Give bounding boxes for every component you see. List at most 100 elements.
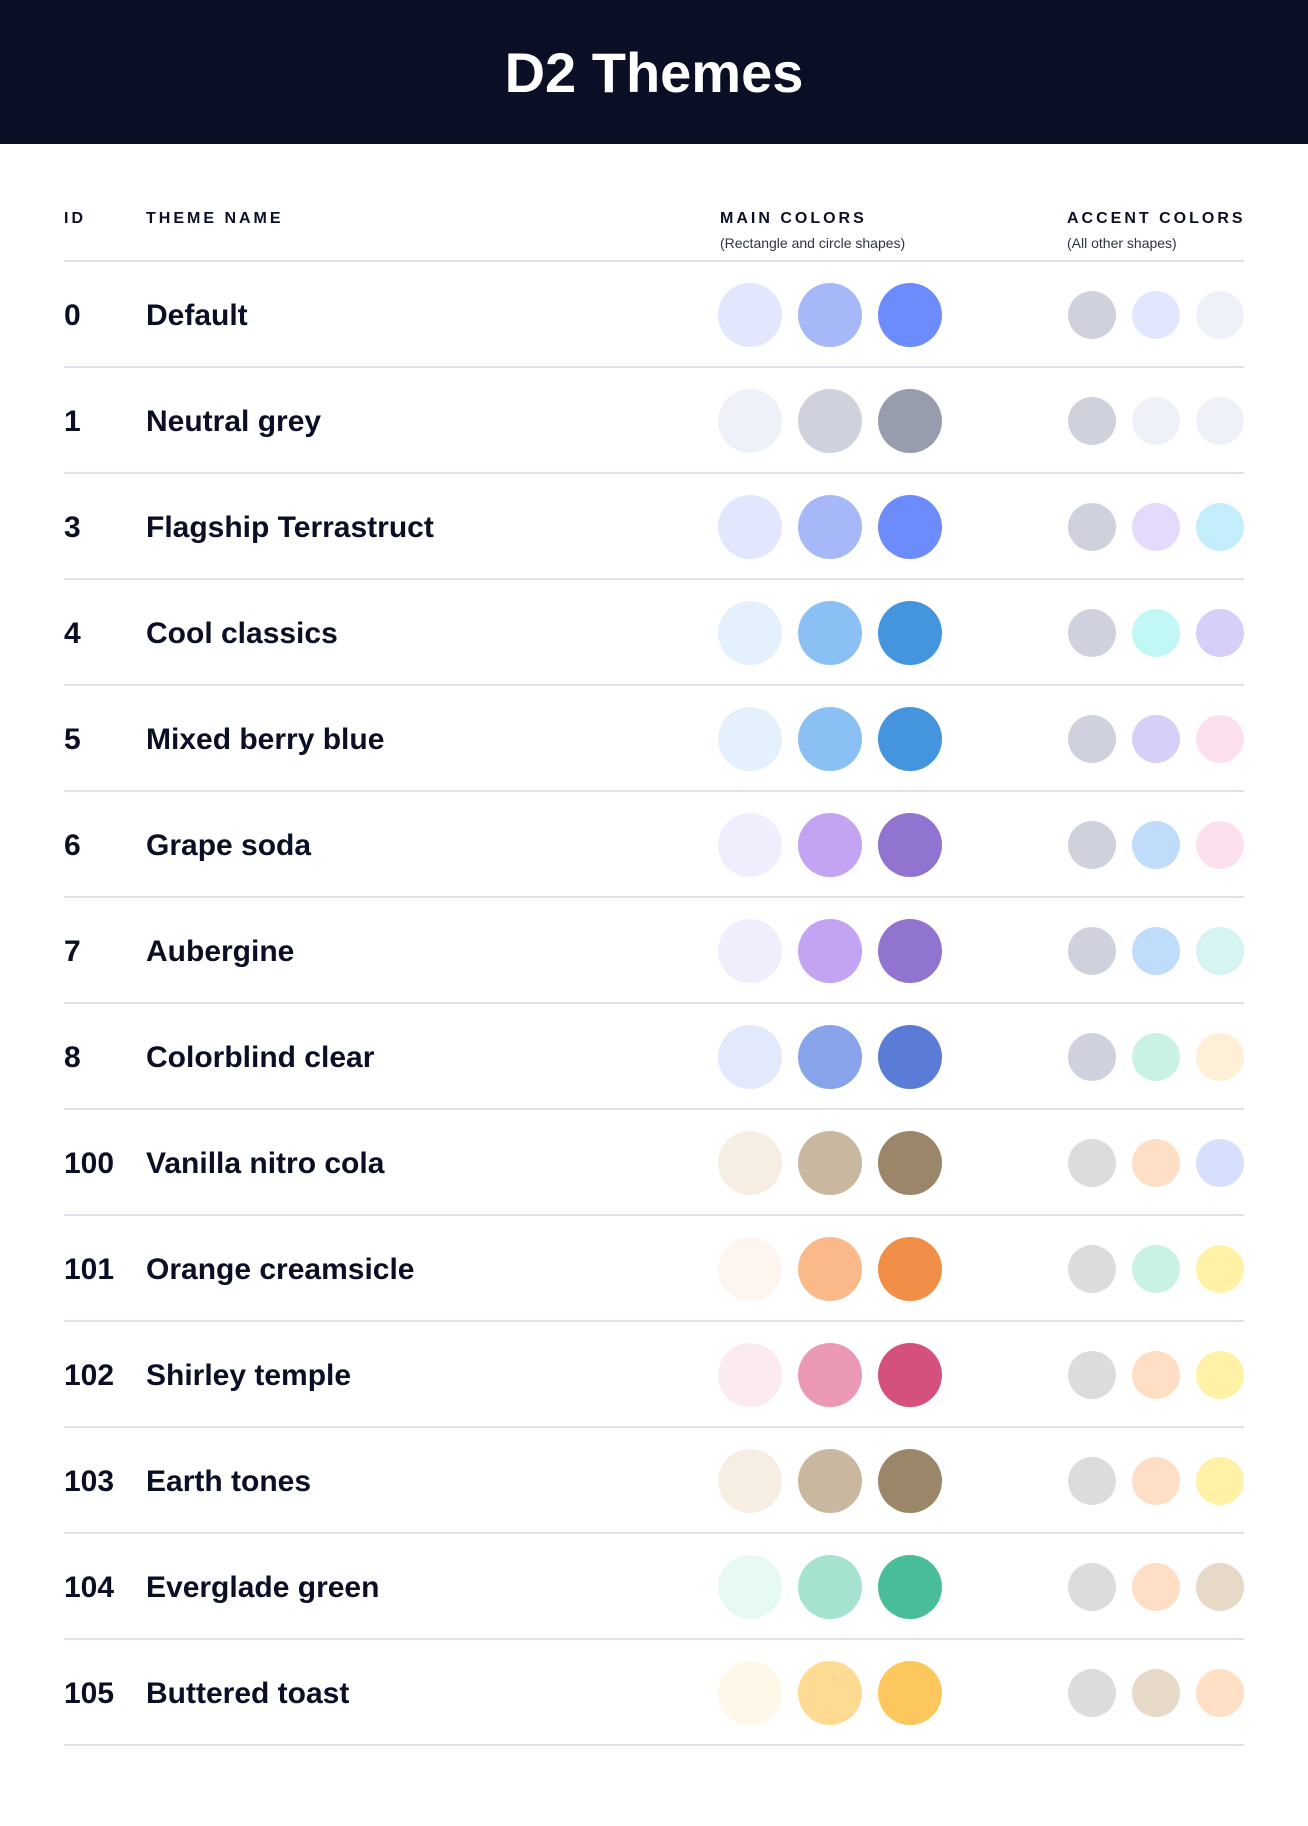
main-color-swatch: [878, 495, 942, 559]
theme-name: Default: [146, 299, 248, 332]
accent-color-swatch: [1196, 397, 1244, 445]
theme-name: Neutral grey: [146, 405, 322, 438]
main-color-swatch: [878, 601, 942, 665]
theme-id: 7: [64, 935, 81, 968]
accent-color-swatch: [1068, 927, 1116, 975]
theme-row: 100 Vanilla nitro cola: [0, 1110, 1308, 1216]
accent-color-swatch: [1068, 1033, 1116, 1081]
theme-id: 105: [64, 1677, 115, 1710]
row-divider: [64, 1744, 1244, 1746]
row-divider: [64, 1002, 1244, 1004]
theme-row: 6 Grape soda: [0, 792, 1308, 898]
theme-name: Earth tones: [146, 1465, 312, 1498]
accent-color-swatch: [1132, 715, 1180, 763]
column-header-id: ID: [64, 210, 86, 227]
column-header-theme-name: THEME NAME: [146, 210, 284, 227]
theme-id: 101: [64, 1253, 115, 1286]
accent-color-swatch: [1068, 1245, 1116, 1293]
theme-id: 102: [64, 1359, 115, 1392]
row-divider: [64, 366, 1244, 368]
main-color-swatch: [878, 1131, 942, 1195]
theme-id: 5: [64, 723, 81, 756]
accent-color-swatch: [1196, 1033, 1244, 1081]
accent-color-swatch: [1132, 397, 1180, 445]
main-color-swatch: [798, 1555, 862, 1619]
accent-color-swatch: [1132, 927, 1180, 975]
theme-row: 102 Shirley temple: [0, 1322, 1308, 1428]
theme-name: Everglade green: [146, 1571, 380, 1604]
main-color-swatch: [798, 495, 862, 559]
main-color-swatch: [878, 1343, 942, 1407]
main-color-swatch: [798, 389, 862, 453]
main-color-swatch: [878, 1237, 942, 1301]
main-color-swatch: [718, 1343, 782, 1407]
accent-color-swatch: [1132, 1245, 1180, 1293]
theme-name: Colorblind clear: [146, 1041, 375, 1074]
accent-color-swatch: [1068, 821, 1116, 869]
theme-name: Grape soda: [146, 829, 312, 862]
theme-id: 3: [64, 511, 81, 544]
main-color-swatch: [878, 1449, 942, 1513]
row-divider: [64, 1532, 1244, 1534]
theme-id: 103: [64, 1465, 115, 1498]
header-divider: [64, 260, 1244, 262]
row-divider: [64, 472, 1244, 474]
main-color-swatch: [798, 919, 862, 983]
accent-color-swatch: [1068, 609, 1116, 657]
theme-name: Flagship Terrastruct: [146, 511, 434, 544]
theme-row: 4 Cool classics: [0, 580, 1308, 686]
theme-row: 103 Earth tones: [0, 1428, 1308, 1534]
main-color-swatch: [718, 1661, 782, 1725]
accent-color-swatch: [1132, 1563, 1180, 1611]
theme-id: 4: [64, 617, 81, 650]
main-color-swatch: [718, 283, 782, 347]
main-color-swatch: [878, 1661, 942, 1725]
accent-color-swatch: [1196, 609, 1244, 657]
theme-name: Orange creamsicle: [146, 1253, 415, 1286]
theme-row: 101 Orange creamsicle: [0, 1216, 1308, 1322]
page-header: D2 Themes: [0, 0, 1308, 144]
theme-name: Aubergine: [146, 935, 295, 968]
main-color-swatch: [718, 389, 782, 453]
accent-color-swatch: [1132, 609, 1180, 657]
theme-row: 105 Buttered toast: [0, 1640, 1308, 1746]
accent-color-swatch: [1068, 1457, 1116, 1505]
accent-color-swatch: [1068, 1563, 1116, 1611]
accent-color-swatch: [1196, 1457, 1244, 1505]
theme-name: Cool classics: [146, 617, 338, 650]
accent-color-swatch: [1196, 503, 1244, 551]
main-color-swatch: [878, 919, 942, 983]
column-subheader-accent-colors: (All other shapes): [1067, 235, 1177, 251]
page-title: D2 Themes: [504, 40, 804, 104]
main-color-swatch: [878, 707, 942, 771]
accent-color-swatch: [1132, 821, 1180, 869]
theme-row: 3 Flagship Terrastruct: [0, 474, 1308, 580]
theme-id: 100: [64, 1147, 115, 1180]
theme-row: 1 Neutral grey: [0, 368, 1308, 474]
main-color-swatch: [798, 1237, 862, 1301]
accent-color-swatch: [1068, 1351, 1116, 1399]
theme-row: 104 Everglade green: [0, 1534, 1308, 1640]
main-color-swatch: [718, 1237, 782, 1301]
main-color-swatch: [798, 1343, 862, 1407]
row-divider: [64, 1320, 1244, 1322]
accent-color-swatch: [1132, 291, 1180, 339]
main-color-swatch: [798, 601, 862, 665]
row-divider: [64, 896, 1244, 898]
accent-color-swatch: [1196, 1669, 1244, 1717]
accent-color-swatch: [1068, 397, 1116, 445]
main-color-swatch: [718, 707, 782, 771]
column-header-accent-colors: ACCENT COLORS: [1067, 210, 1246, 227]
main-color-swatch: [798, 1131, 862, 1195]
theme-name: Shirley temple: [146, 1359, 352, 1392]
accent-color-swatch: [1132, 1669, 1180, 1717]
theme-row: 0 Default: [0, 262, 1308, 368]
main-color-swatch: [798, 1449, 862, 1513]
theme-name: Vanilla nitro cola: [146, 1147, 385, 1180]
theme-row: 7 Aubergine: [0, 898, 1308, 1004]
accent-color-swatch: [1132, 1139, 1180, 1187]
main-color-swatch: [798, 1025, 862, 1089]
row-divider: [64, 1108, 1244, 1110]
theme-id: 6: [64, 829, 81, 862]
accent-color-swatch: [1132, 1457, 1180, 1505]
